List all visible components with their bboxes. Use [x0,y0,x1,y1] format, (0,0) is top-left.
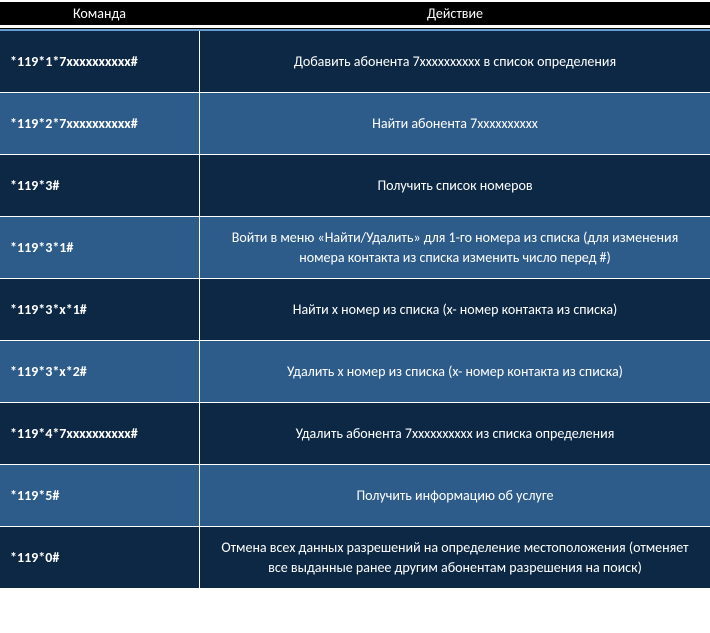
command-cell: *119*3*x*2# [0,341,200,402]
table-body: *119*1*7xxxxxxxxxx#Добавить абонента 7xx… [0,31,710,589]
commands-table: Команда Действие *119*1*7xxxxxxxxxx#Доба… [0,0,710,589]
action-cell: Войти в меню «Найти/Удалить» для 1-го но… [200,217,710,278]
command-cell: *119*2*7xxxxxxxxxx# [0,93,200,154]
command-cell: *119*0# [0,527,200,588]
table-row: *119*0#Отмена всех данных разрешений на … [0,527,710,589]
action-cell: Получить информацию об услуге [200,465,710,526]
command-cell: *119*4*7xxxxxxxxxx# [0,403,200,464]
action-cell: Удалить x номер из списка (x- номер конт… [200,341,710,402]
command-cell: *119*3# [0,155,200,216]
command-cell: *119*5# [0,465,200,526]
action-cell: Добавить абонента 7xxxxxxxxxx в список о… [200,31,710,92]
command-cell: *119*1*7xxxxxxxxxx# [0,31,200,92]
table-row: *119*3*x*2#Удалить x номер из списка (x-… [0,341,710,403]
table-row: *119*2*7xxxxxxxxxx#Найти абонента 7xxxxx… [0,93,710,155]
table-row: *119*1*7xxxxxxxxxx#Добавить абонента 7xx… [0,31,710,93]
action-cell: Получить список номеров [200,155,710,216]
action-cell: Удалить абонента 7xxxxxxxxxx из списка о… [200,403,710,464]
header-action: Действие [200,2,710,25]
action-cell: Найти x номер из списка (x- номер контак… [200,279,710,340]
table-row: *119*3#Получить список номеров [0,155,710,217]
table-row: *119*3*x*1#Найти x номер из списка (x- н… [0,279,710,341]
action-cell: Найти абонента 7xxxxxxxxxx [200,93,710,154]
table-row: *119*3*1#Войти в меню «Найти/Удалить» дл… [0,217,710,279]
table-header-row: Команда Действие [0,0,710,27]
command-cell: *119*3*x*1# [0,279,200,340]
action-cell: Отмена всех данных разрешений на определ… [200,527,710,588]
command-cell: *119*3*1# [0,217,200,278]
table-row: *119*5#Получить информацию об услуге [0,465,710,527]
header-command: Команда [0,2,200,25]
table-row: *119*4*7xxxxxxxxxx#Удалить абонента 7xxx… [0,403,710,465]
